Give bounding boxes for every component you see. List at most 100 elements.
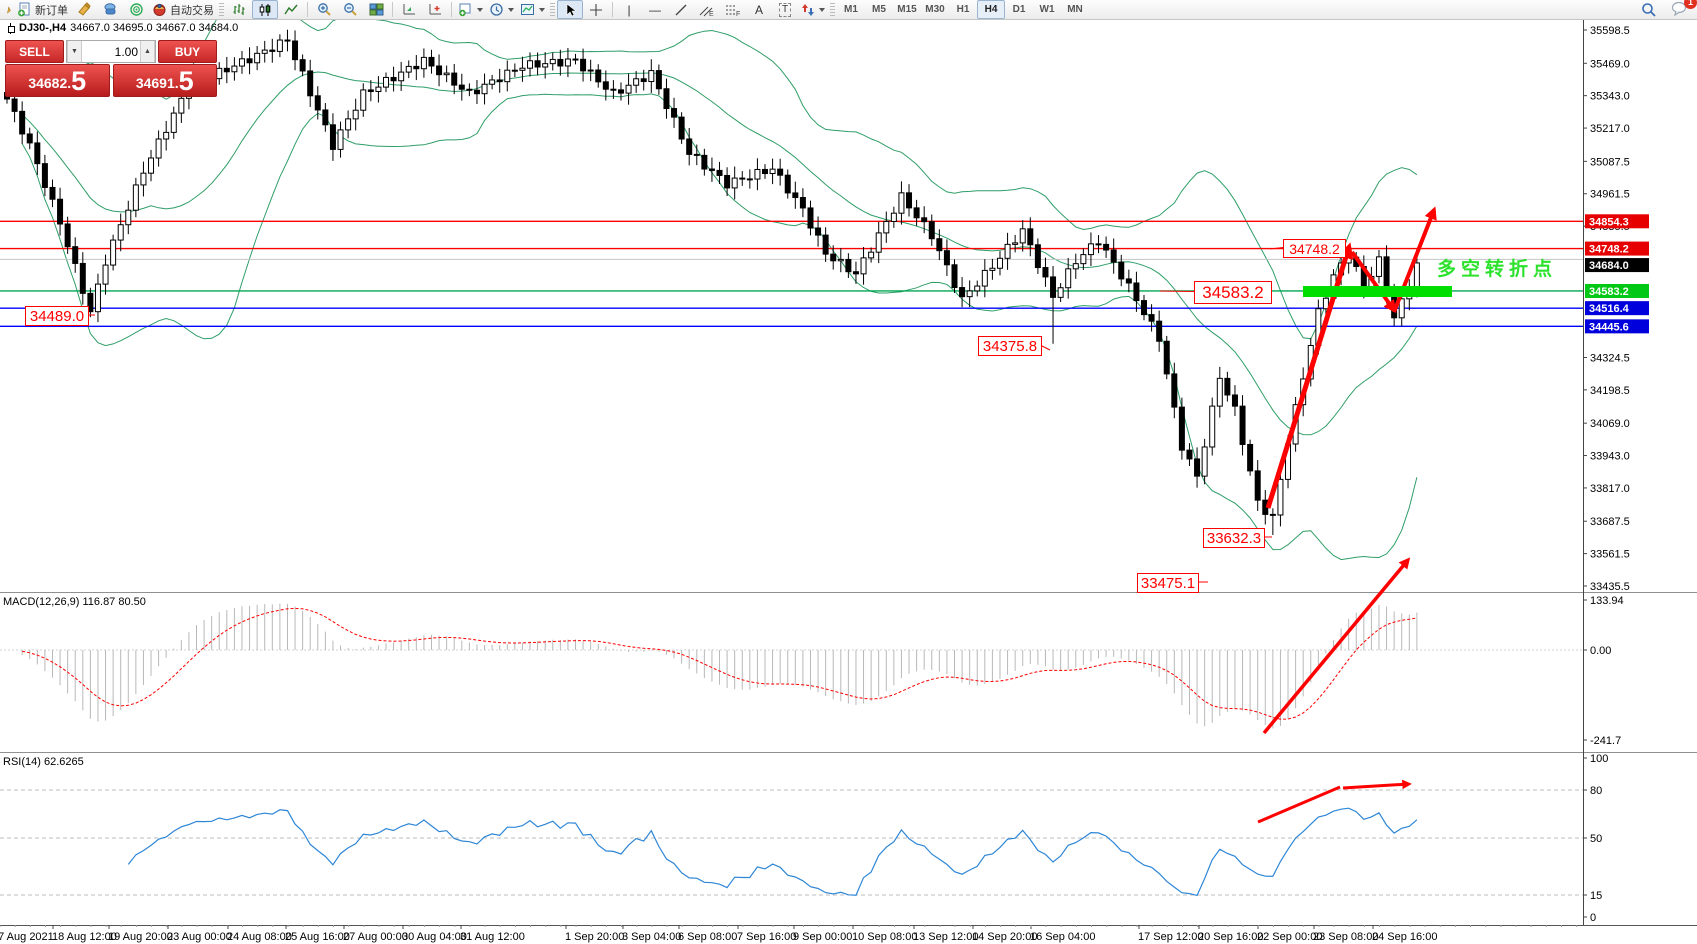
price-axis-label: 35087.5	[1590, 156, 1630, 168]
time-axis-label: 18 Aug 12:00	[52, 931, 117, 943]
timeframe-d1[interactable]: D1	[1012, 4, 1026, 15]
price-axis-label: 33687.5	[1590, 516, 1630, 528]
zoom-out-button[interactable]	[337, 0, 363, 19]
time-axis-label: 24 Aug 08:00	[227, 931, 292, 943]
sell-price-button[interactable]: 34682. 5	[5, 64, 110, 97]
bar-chart-button[interactable]	[226, 0, 252, 19]
price-axis-label: 33561.5	[1590, 549, 1630, 561]
turning-point-note: 多空转折点	[1437, 259, 1558, 280]
sell-price-pips: 5	[71, 66, 87, 96]
price-axis-label: 33817.0	[1590, 483, 1630, 495]
buy-price-pips: 5	[178, 66, 194, 96]
price-axis-label: 35469.0	[1590, 58, 1630, 70]
rsi-label: RSI(14) 62.6265	[3, 756, 84, 768]
candlestick-button[interactable]	[252, 0, 278, 19]
rsi-line	[127, 807, 1418, 897]
level-price-text: 34748.2	[1589, 244, 1629, 256]
toolbar-separator	[612, 2, 613, 17]
time-axis-label: 31 Aug 12:00	[460, 931, 525, 943]
crosshair-icon	[590, 3, 602, 16]
trend-arrow	[1350, 250, 1397, 314]
timeframe-m15[interactable]: M15	[897, 4, 917, 15]
cursor-button[interactable]	[557, 0, 583, 19]
clock-icon	[490, 3, 503, 16]
signals-button[interactable]	[123, 0, 149, 19]
toolbar: 新订单 自动交易	[0, 0, 1697, 20]
sell-button[interactable]: SELL	[5, 40, 64, 63]
volume-increase-button[interactable]: ▲	[140, 41, 155, 62]
macd-axis-label: 0.00	[1590, 645, 1611, 657]
price-axis-label: 34198.5	[1590, 385, 1630, 397]
buy-price-main: 34691.	[135, 75, 179, 91]
timeframe-m1[interactable]: M1	[844, 4, 858, 15]
level-price-box	[1585, 283, 1649, 298]
zoom-out-icon	[343, 3, 357, 16]
text-button[interactable]: A	[746, 0, 772, 19]
periods-button[interactable]	[486, 0, 517, 19]
horizontal-line-icon: —	[649, 2, 661, 17]
rsi-axis-label: 0	[1590, 912, 1596, 924]
dropdown-arrow-icon	[539, 7, 545, 12]
trendline-icon	[675, 4, 687, 15]
time-axis-label: 27 Aug 00:00	[343, 931, 408, 943]
timeframe-h4[interactable]: H4	[977, 0, 1005, 19]
channel-icon: E	[699, 6, 714, 17]
level-price-box	[1585, 319, 1649, 334]
timeframe-mn[interactable]: MN	[1067, 4, 1083, 15]
search-icon[interactable]	[1641, 2, 1657, 18]
buy-price-button[interactable]: 34691. 5	[112, 64, 217, 97]
level-price-text: 34516.4	[1589, 303, 1630, 315]
symbol-candle-icon	[6, 22, 15, 34]
history-center-icon	[104, 3, 115, 15]
channel-button[interactable]: E	[694, 0, 720, 19]
zoom-in-button[interactable]	[311, 0, 337, 19]
time-axis-label: 1 Sep 20:00	[565, 931, 624, 943]
level-price-box	[1585, 301, 1649, 316]
text-label-button[interactable]: T	[772, 0, 798, 19]
level-price-box	[1585, 241, 1649, 256]
crosshair-button[interactable]	[583, 0, 609, 19]
auto-trading-button[interactable]: 自动交易	[149, 0, 217, 19]
timeframe-m30[interactable]: M30	[925, 4, 945, 15]
add-indicator-button[interactable]	[455, 0, 486, 19]
price-axis-label: 34961.5	[1590, 189, 1630, 201]
notifications-button[interactable]: 1	[1671, 0, 1697, 19]
chart-autoscroll-button[interactable]	[422, 0, 448, 19]
candles-group	[4, 29, 1420, 535]
horizontal-line-button[interactable]: —	[642, 0, 668, 19]
trendline-button[interactable]	[668, 0, 694, 19]
tile-windows-icon	[369, 3, 383, 16]
time-axis-label: 17 Sep 12:00	[1138, 931, 1203, 943]
time-axis-label: 13 Sep 12:00	[913, 931, 978, 943]
rsi-axis-label: 15	[1590, 890, 1602, 902]
new-order-button[interactable]: 新订单	[14, 0, 71, 19]
timeframe-w1[interactable]: W1	[1039, 4, 1055, 15]
time-axis-label: 10 Sep 08:00	[852, 931, 917, 943]
volume-input[interactable]	[82, 41, 140, 62]
vertical-line-icon: |	[627, 2, 631, 17]
volume-decrease-button[interactable]: ▼	[67, 41, 82, 62]
buy-button[interactable]: BUY	[158, 40, 217, 63]
tile-windows-button[interactable]	[363, 0, 389, 19]
price-tag: 34375.8	[978, 336, 1042, 356]
timeframe-m5[interactable]: M5	[872, 4, 886, 15]
seal-button[interactable]	[71, 0, 97, 19]
dropdown-arrow-icon	[508, 7, 514, 12]
svg-text:E: E	[709, 11, 714, 17]
fibonacci-button[interactable]: F	[720, 0, 746, 19]
macd-signal-line	[22, 607, 1417, 720]
time-axis-label: 30 Aug 04:00	[402, 931, 467, 943]
rsi-axis-label: 50	[1590, 833, 1602, 845]
notification-badge: 1	[1684, 0, 1697, 9]
arrows-tool-button[interactable]	[798, 0, 828, 19]
templates-button[interactable]	[517, 0, 548, 19]
history-center-button[interactable]	[97, 0, 123, 19]
line-chart-button[interactable]	[278, 0, 304, 19]
price-tag: 34583.2	[1194, 281, 1272, 304]
time-axis-label: 17 Aug 2021	[0, 931, 54, 943]
price-axis-label: 33435.5	[1590, 581, 1630, 593]
chart-shift-button[interactable]	[396, 0, 422, 19]
timeframe-h1[interactable]: H1	[956, 4, 970, 15]
vertical-line-button[interactable]: |	[616, 0, 642, 19]
